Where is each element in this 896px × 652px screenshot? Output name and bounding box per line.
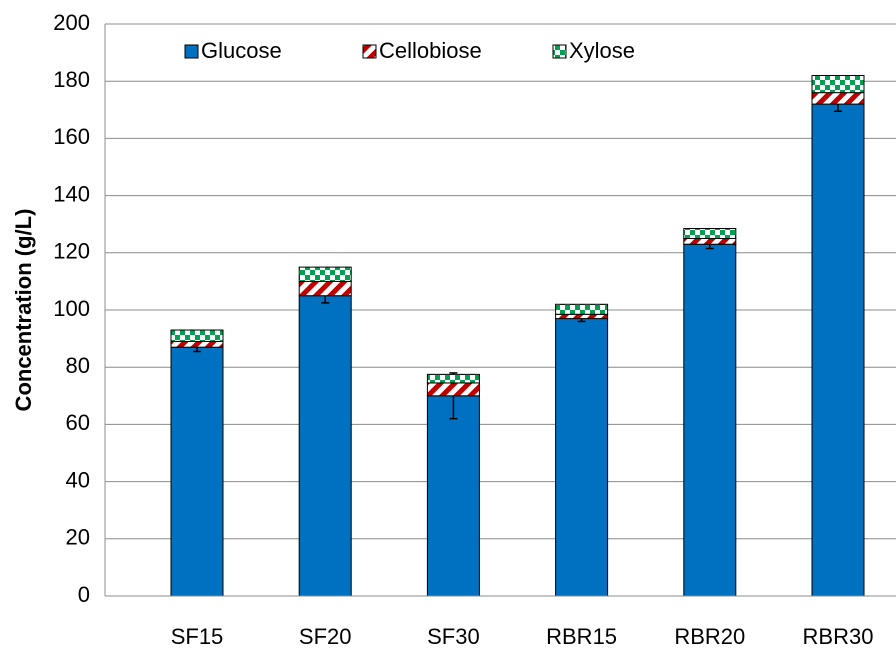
y-tick-label: 140 bbox=[53, 181, 90, 206]
x-tick-label: SF15 bbox=[171, 624, 224, 649]
y-tick-label: 60 bbox=[66, 410, 90, 435]
y-tick-label: 20 bbox=[66, 525, 90, 550]
bar-segment bbox=[170, 346, 224, 597]
bar-segment bbox=[683, 227, 737, 240]
x-tick-label: RBR15 bbox=[546, 624, 617, 649]
legend-label: Glucose bbox=[201, 38, 282, 63]
bar-segment bbox=[811, 103, 865, 597]
legend-label: Cellobiose bbox=[379, 38, 482, 63]
legend-swatch bbox=[362, 44, 377, 59]
bar-segment bbox=[298, 266, 352, 282]
legend-swatch bbox=[552, 44, 567, 59]
y-tick-label: 120 bbox=[53, 239, 90, 264]
bar-segment bbox=[298, 295, 352, 597]
y-tick-label: 40 bbox=[66, 467, 90, 492]
x-tick-label: SF20 bbox=[299, 624, 352, 649]
bar-segment bbox=[170, 340, 224, 348]
bar-segment bbox=[555, 318, 609, 597]
y-tick-label: 180 bbox=[53, 67, 90, 92]
bar-segment bbox=[683, 238, 737, 245]
bar-segment bbox=[555, 303, 609, 315]
bar-segment bbox=[683, 243, 737, 597]
legend-label: Xylose bbox=[569, 38, 635, 63]
y-tick-label: 0 bbox=[78, 582, 90, 607]
bar-segment bbox=[426, 382, 480, 397]
bar-segment bbox=[298, 280, 352, 297]
bar-segment bbox=[426, 395, 480, 597]
y-tick-label: 200 bbox=[53, 10, 90, 35]
x-tick-label: RBR30 bbox=[803, 624, 874, 649]
bar-segment bbox=[811, 92, 865, 105]
y-tick-label: 80 bbox=[66, 353, 90, 378]
y-tick-label: 160 bbox=[53, 124, 90, 149]
bar-segment bbox=[555, 313, 609, 320]
x-tick-label: RBR20 bbox=[674, 624, 745, 649]
bar-segment bbox=[170, 329, 224, 342]
y-axis-label: Concentration (g/L) bbox=[11, 209, 36, 412]
bar-segment bbox=[811, 74, 865, 94]
y-tick-label: 100 bbox=[53, 296, 90, 321]
x-tick-label: SF30 bbox=[427, 624, 480, 649]
legend-swatch bbox=[184, 44, 199, 59]
bar-segment bbox=[426, 373, 480, 384]
